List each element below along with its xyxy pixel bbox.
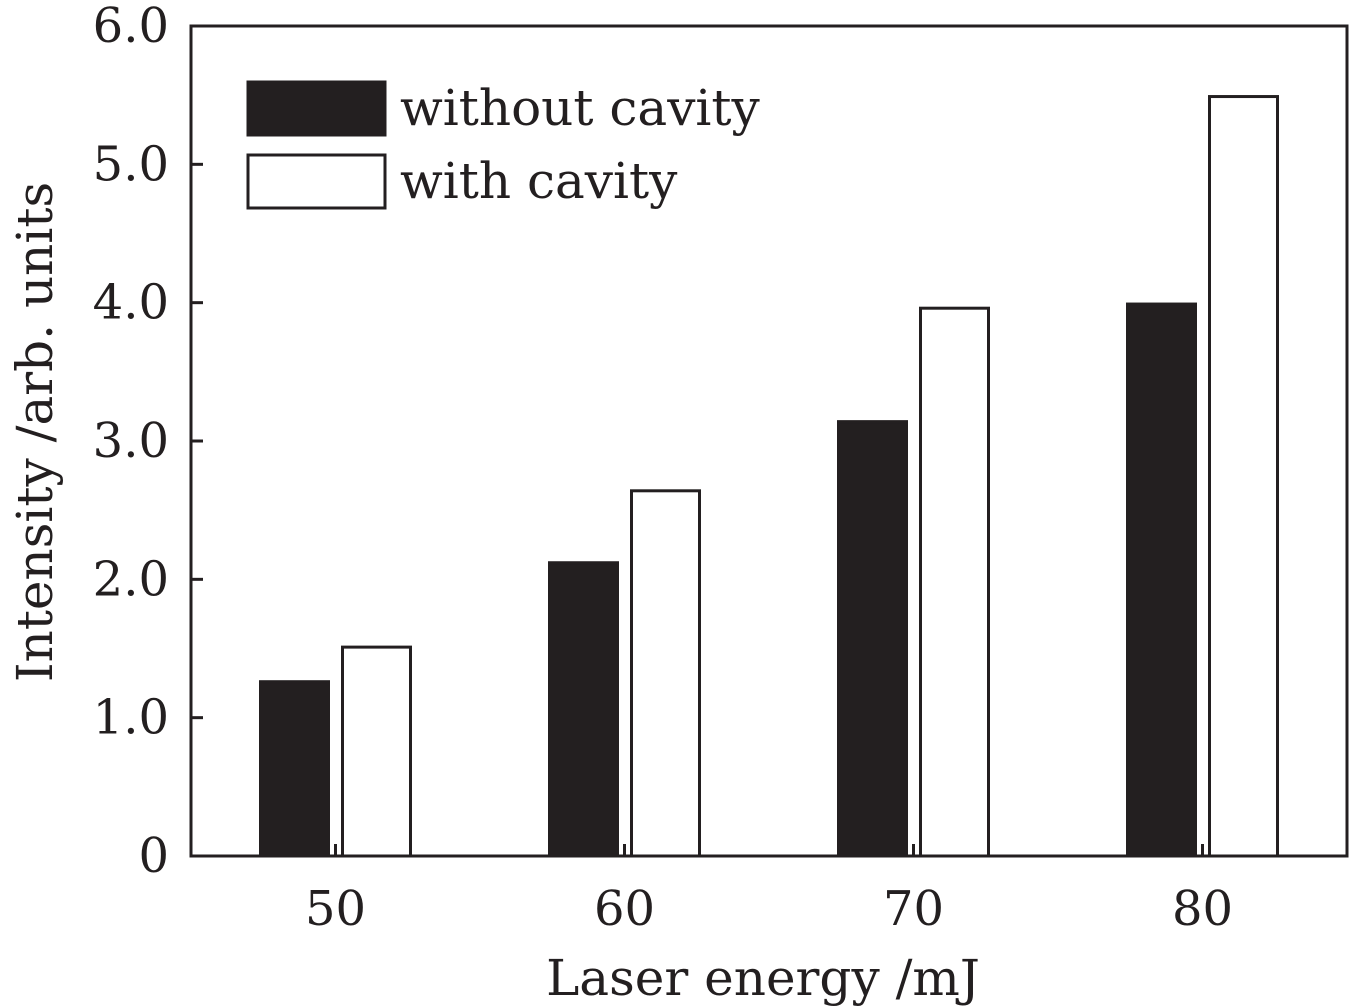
legend-swatch xyxy=(246,153,387,210)
y-tick-label: 3.0 xyxy=(93,413,169,469)
y-tick-label: 5.0 xyxy=(93,136,169,192)
y-axis: 0 1.0 2.0 3.0 4.0 5.0 6.0 xyxy=(93,0,203,884)
bar-without-cavity xyxy=(548,561,619,858)
x-tick-label: 60 xyxy=(594,881,655,937)
legend-label: with cavity xyxy=(400,152,678,210)
y-tick-label: 1.0 xyxy=(93,690,169,746)
y-tick-label: 2.0 xyxy=(93,551,169,607)
bar-with-cavity xyxy=(341,645,412,858)
x-tick-label: 50 xyxy=(305,881,366,937)
bar-without-cavity xyxy=(259,680,330,858)
x-tick-label: 70 xyxy=(883,881,944,937)
y-tick-label: 4.0 xyxy=(93,275,169,331)
bar-without-cavity xyxy=(1126,302,1197,858)
x-axis: 50 60 70 80 xyxy=(305,844,1233,937)
y-axis-title: Intensity /arb. units xyxy=(6,182,64,682)
x-tick-label: 80 xyxy=(1172,881,1233,937)
bar-with-cavity xyxy=(630,489,701,858)
bars xyxy=(259,95,1279,858)
bar-with-cavity xyxy=(919,306,990,858)
bar-with-cavity xyxy=(1208,95,1279,858)
x-axis-title: Laser energy /mJ xyxy=(546,949,980,1007)
y-tick-label: 0 xyxy=(138,828,169,884)
legend: without cavity with cavity xyxy=(246,79,761,210)
legend-swatch xyxy=(246,80,387,137)
bar-without-cavity xyxy=(837,420,908,858)
legend-label: without cavity xyxy=(400,79,761,137)
y-tick-label: 6.0 xyxy=(93,0,169,54)
